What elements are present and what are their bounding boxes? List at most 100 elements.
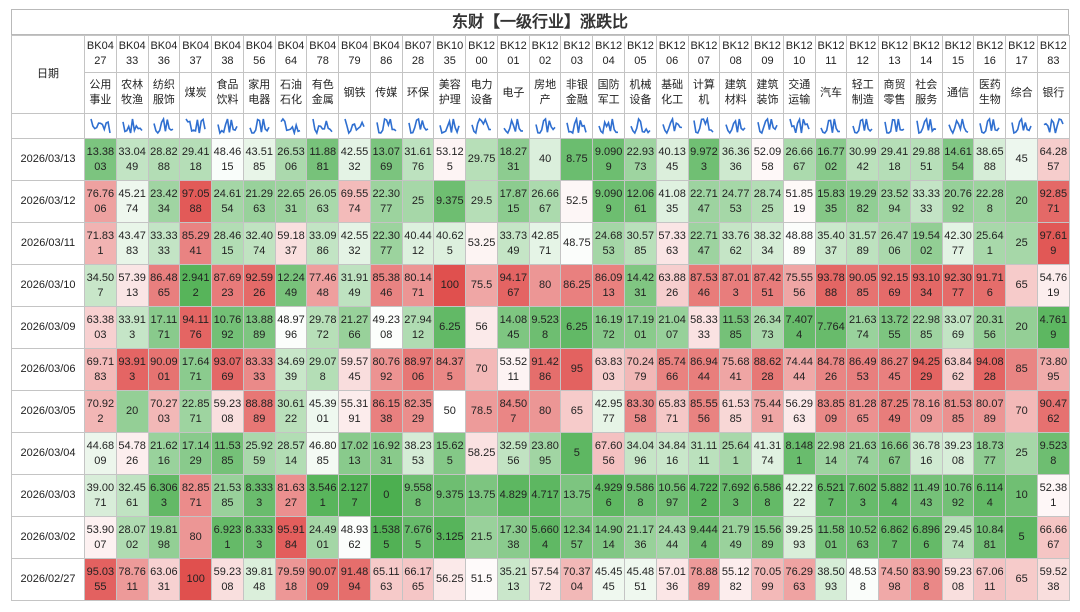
table-row: 2026/03/03 39.0071 32.4561 6.3063 82.8571 21.… [11,474,1070,517]
ratio-cell: 29.75 [465,138,498,181]
sparkline-cell [751,113,784,139]
sector-code: BK1035 [433,35,467,73]
ratio-cell: 100 [179,558,213,601]
ratio-cell: 12.0661 [624,180,657,223]
ratio-cell: 22.9814 [814,432,848,475]
sparkline-cell [973,113,1007,139]
ratio-cell: 4.7222 [687,474,721,517]
sector-name: 交通运输 [782,72,816,114]
ratio-cell: 23.8095 [528,432,562,475]
ratio-cell: 36.3636 [719,138,753,181]
ratio-cell: 31.6176 [401,138,435,181]
ratio-cell: 43.5185 [242,138,276,181]
date-cell: 2026/03/09 [11,306,85,349]
ratio-cell: 94.1767 [496,264,530,307]
ratio-cell: 91.716 [973,264,1007,307]
ratio-cell: 14.4231 [624,264,657,307]
ratio-cell: 28.4615 [211,222,244,265]
ratio-cell: 28.5714 [274,432,308,475]
table-row: 2026/03/13 13.3803 33.0449 28.8288 29.4118 48… [11,138,1070,181]
ratio-cell: 53.125 [433,138,467,181]
ratio-cell: 14.6154 [941,138,975,181]
sector-name: 机械设备 [624,72,657,114]
ratio-cell: 58.3333 [687,306,721,349]
sector-code: BK1214 [909,35,943,73]
sector-code: BK1208 [719,35,753,73]
chart-title: 东财【一级行业】涨跌比 [11,9,1069,35]
ratio-cell: 97.619 [1036,222,1070,265]
sector-name: 电力设备 [465,72,498,114]
ratio-cell: 70.2703 [147,390,181,433]
ratio-cell: 70 [1005,390,1038,433]
ratio-cell: 40 [528,138,562,181]
ratio-cell: 22.9373 [624,138,657,181]
sector-code: BK0456 [242,35,276,73]
ratio-cell: 4.7619 [1036,306,1070,349]
sparkline [90,118,111,134]
ratio-cell: 3.125 [433,516,467,559]
ratio-cell: 95.9184 [274,516,308,559]
date-cell: 2026/03/12 [11,180,85,223]
sector-name: 农林牧渔 [115,72,149,114]
sector-code: BK0728 [401,35,435,73]
ratio-cell: 84.375 [433,348,467,391]
sparkline [693,117,715,135]
ratio-cell: 92.5926 [242,264,276,307]
sector-code: BK1206 [655,35,689,73]
ratio-cell: 88.9706 [401,348,435,391]
ratio-cell: 64.2857 [1036,138,1070,181]
ratio-cell: 29.4118 [179,138,213,181]
ratio-cell: 85.7466 [655,348,689,391]
ratio-cell: 25 [1005,222,1038,265]
sparkline-cell [84,113,117,139]
ratio-table: 日期 BK0427 BK0433 BK0436 BK0437 BK0438 BK0456 BK… [11,35,1070,601]
sector-code: BK0438 [211,35,244,73]
ratio-cell: 19.5402 [909,222,943,265]
ratio-cell: 91.4286 [528,348,562,391]
sparkline-path [503,117,523,135]
ratio-cell: 57.3363 [655,222,689,265]
sparkline-path [788,117,810,134]
sector-code: BK1203 [560,35,594,73]
ratio-cell: 14.0845 [496,306,530,349]
ratio-cell: 2.9412 [179,264,213,307]
ratio-cell: 31.5789 [846,222,880,265]
ratio-cell: 26.5306 [274,138,308,181]
ratio-cell: 10.7692 [211,306,244,349]
ratio-cell: 5.8824 [878,474,911,517]
ratio-cell: 8.3333 [242,516,276,559]
ratio-cell: 35.4037 [814,222,848,265]
ratio-cell: 38.2353 [401,432,435,475]
date-cell: 2026/03/06 [11,348,85,391]
ratio-cell: 76.2963 [782,558,816,601]
ratio-cell: 39.2308 [941,432,975,475]
ratio-cell: 48.75 [560,222,594,265]
ratio-cell: 26.0563 [306,180,340,223]
table-row: 2026/03/02 53.9007 28.0702 19.8198 80 6.9231 8… [11,516,1070,559]
ratio-cell: 87.5346 [687,264,721,307]
ratio-cell: 93.0769 [211,348,244,391]
date-cell: 2026/03/13 [11,138,85,181]
sparkline-path [884,118,905,134]
ratio-cell: 6.8627 [878,516,911,559]
ratio-cell: 51.5 [465,558,498,601]
ratio-cell: 45.2174 [115,180,149,223]
ratio-cell: 21.7949 [719,516,753,559]
sector-code: BK0433 [115,35,149,73]
ratio-cell: 88.8889 [242,390,276,433]
ratio-cell: 59.1837 [274,222,308,265]
ratio-cell: 5 [1005,516,1038,559]
table-row: 2026/03/09 63.3803 33.913 17.1171 94.1176 10.… [11,306,1070,349]
ratio-cell: 85.5556 [687,390,721,433]
sector-name: 建筑装饰 [751,72,784,114]
ratio-cell: 86.9444 [687,348,721,391]
sector-code: BK1207 [687,35,721,73]
ratio-cell: 9.5868 [624,474,657,517]
ratio-cell: 59.5745 [338,348,371,391]
sector-code: BK0479 [338,35,371,73]
ratio-cell: 80 [528,264,562,307]
sparkline-cell [687,113,721,139]
ratio-cell: 12.3457 [560,516,594,559]
ratio-cell: 56.25 [433,558,467,601]
sparkline-cell [242,113,276,139]
